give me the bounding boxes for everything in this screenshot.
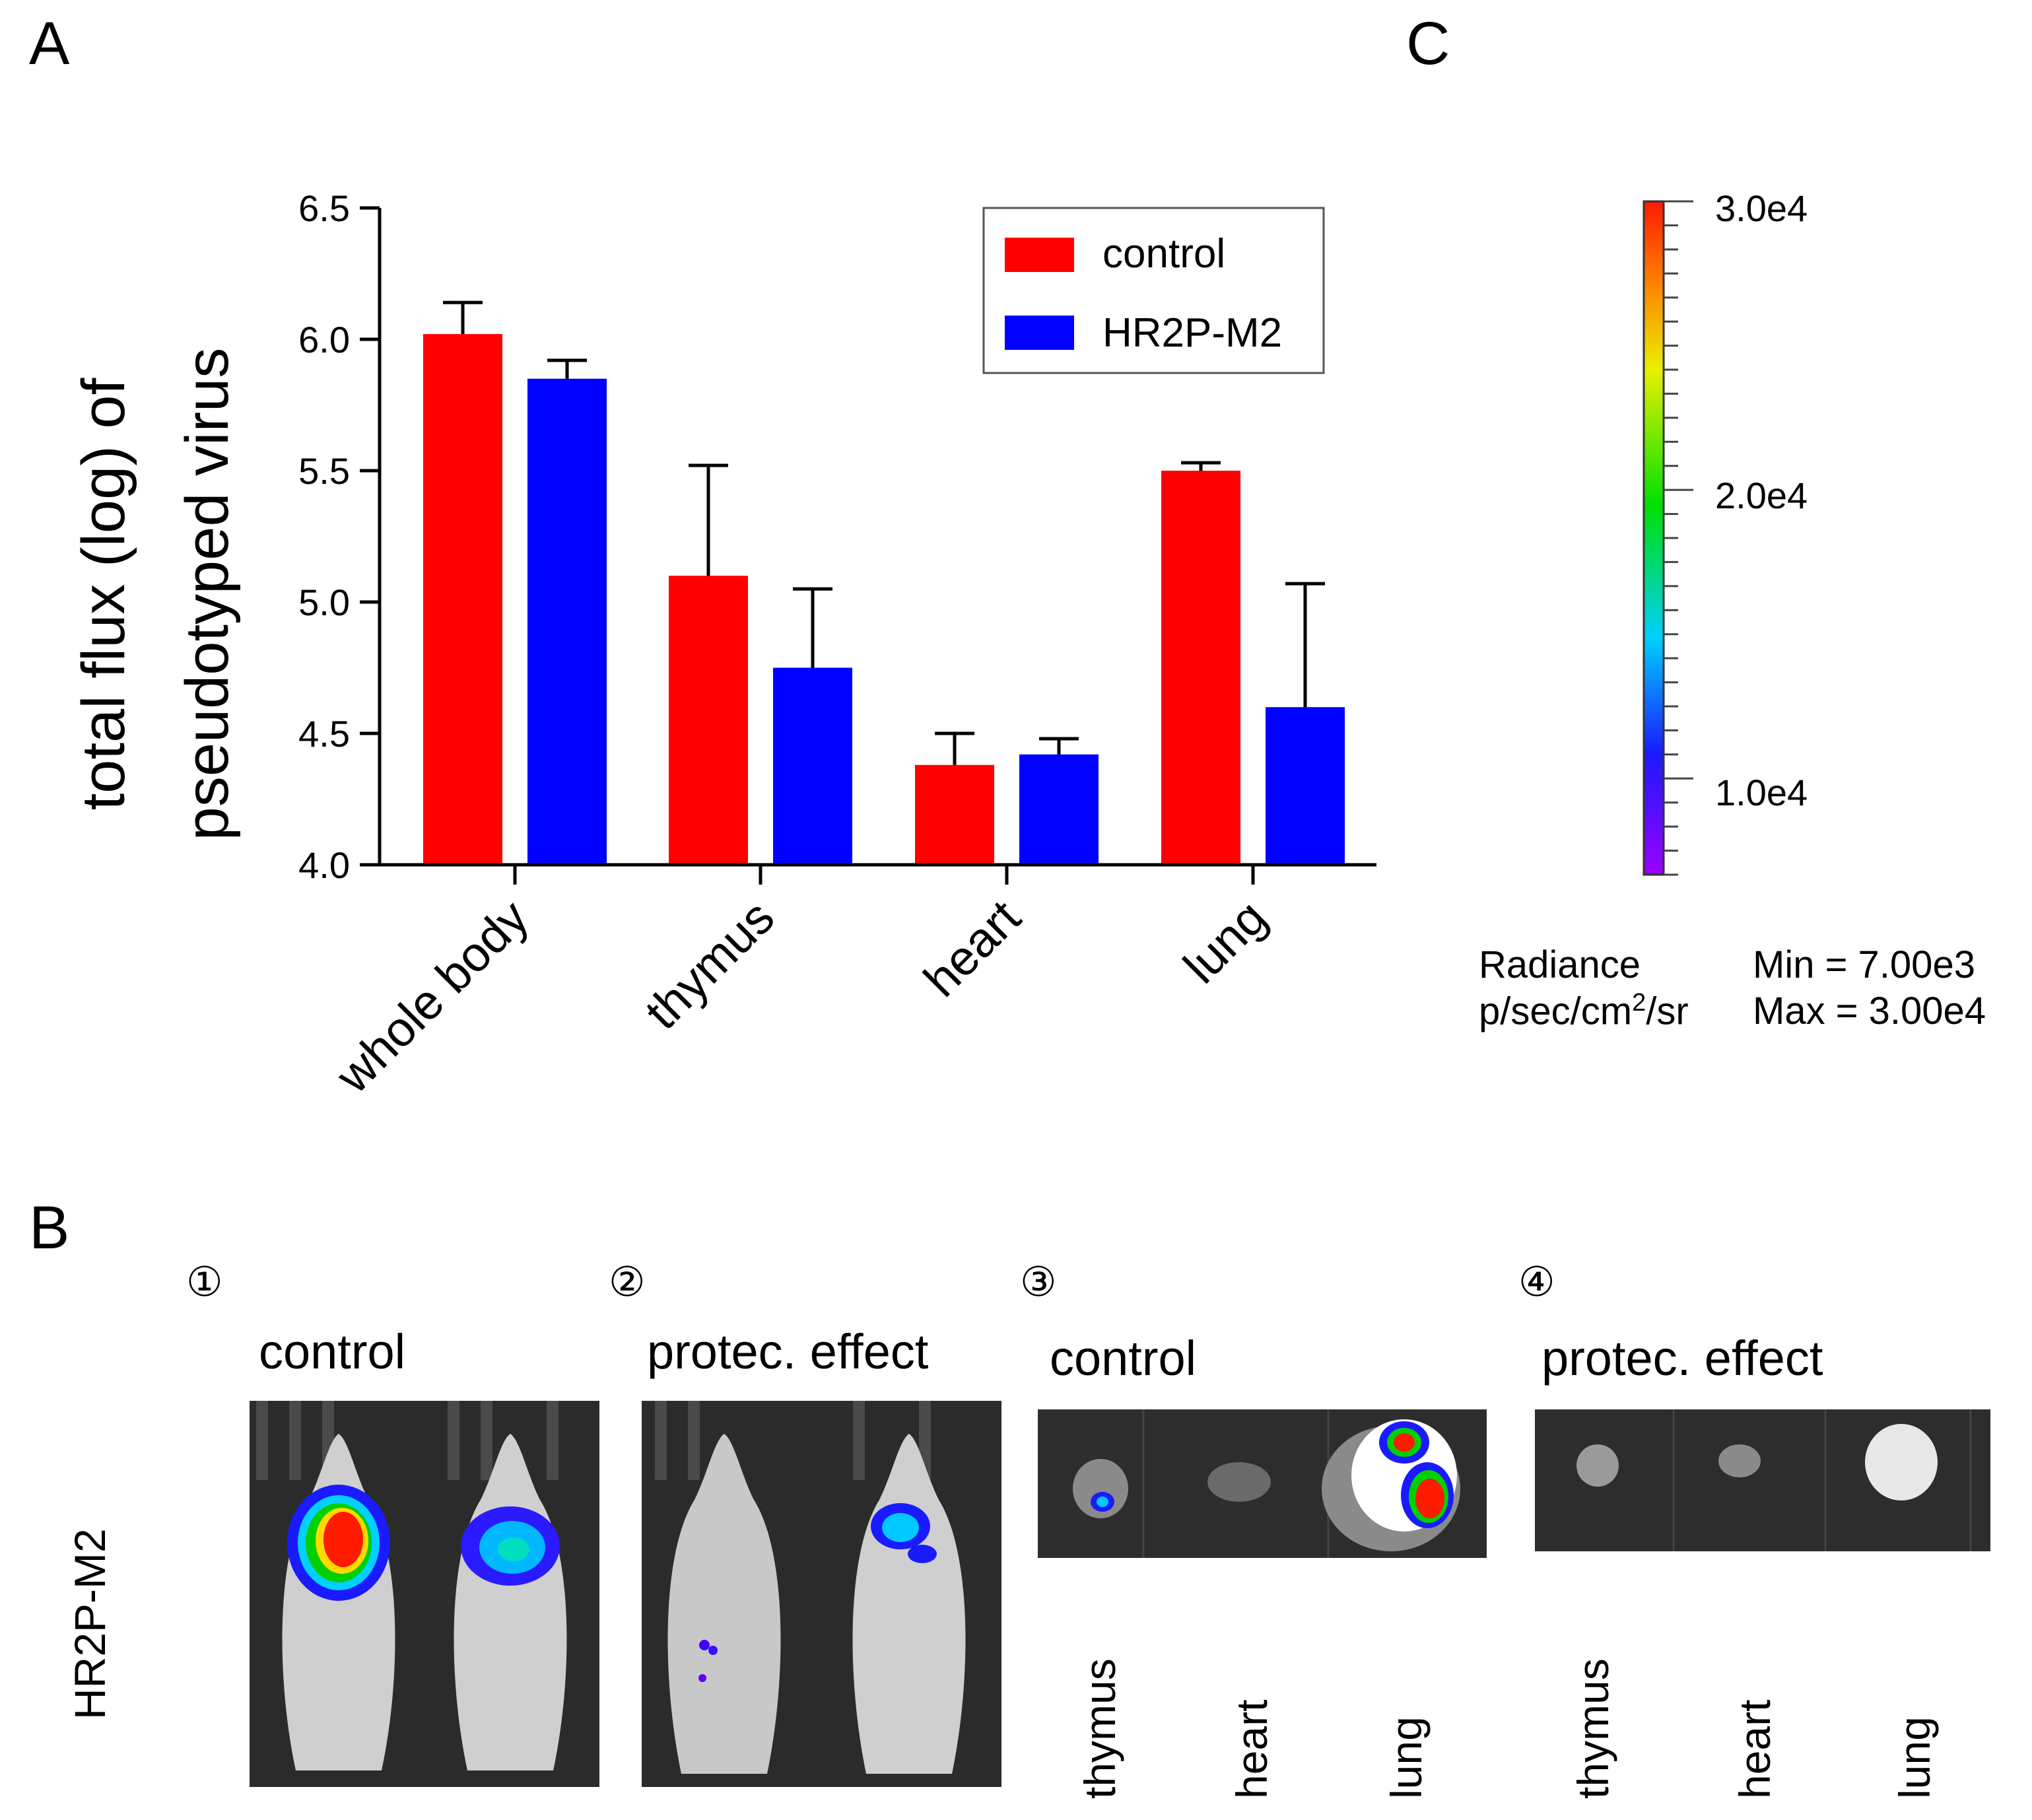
y-axis-title-line2: pseudotyped virus: [174, 348, 241, 841]
colorbar-tick-max: 3.0e4: [1715, 191, 1808, 229]
organ-label-4-thymus: thymus: [1569, 1658, 1617, 1799]
legend-label-hr2p-m2: HR2P-M2: [1102, 310, 1282, 356]
panel-letter-b: B: [29, 1194, 70, 1262]
radiance-min: Min = 7.00e3: [1753, 943, 1975, 986]
x-tick-label-lung: lung: [1173, 890, 1277, 994]
colorbar-tick-mid: 2.0e4: [1715, 475, 1808, 516]
item-number-2: ②: [609, 1260, 646, 1305]
radiance-label: Radiance: [1479, 943, 1641, 986]
item-title-2: protec. effect: [647, 1324, 929, 1379]
photo-mice-control: [250, 1401, 599, 1787]
bar-control-thymus: [669, 576, 748, 865]
item-title-4: protec. effect: [1541, 1331, 1823, 1386]
organ-label-3-heart: heart: [1227, 1699, 1276, 1799]
bar-control-lung: [1161, 471, 1240, 865]
legend-swatch-control: [1005, 238, 1074, 272]
x-tick-label-whole-body: whole body: [325, 890, 539, 1104]
radiance-unit: p/sec/cm2/sr: [1479, 989, 1689, 1033]
bar-chart: total flux (log) of pseudotyped virus 4.…: [70, 187, 1376, 1104]
organs-control-image: [1038, 1409, 1487, 1558]
bar-control-whole-body: [423, 334, 502, 865]
legend-swatch-hr2p-m2: [1005, 316, 1074, 350]
organ-label-4-lung: lung: [1890, 1716, 1939, 1799]
legend: control HR2P-M2: [982, 207, 1325, 374]
colorbar: 3.0e4 2.0e4 1.0e4: [1643, 191, 1808, 876]
item-number-3: ③: [1020, 1260, 1057, 1305]
mice-protective-image: [642, 1401, 1001, 1787]
y-tick-label-6.0: 6.0: [298, 319, 350, 360]
radiance-max: Max = 3.00e4: [1753, 990, 1986, 1032]
y-tick-label-5.0: 5.0: [298, 582, 350, 623]
y-tick-label-5.5: 5.5: [298, 450, 350, 492]
photo-mice-protective: [642, 1401, 1001, 1787]
y-tick-label-6.5: 6.5: [298, 187, 350, 229]
organ-label-4-heart: heart: [1730, 1699, 1779, 1799]
x-tick-label-thymus: thymus: [634, 890, 784, 1040]
bar-hr2p-m2-thymus: [773, 667, 852, 865]
y-tick-label-4.5: 4.5: [298, 713, 350, 755]
legend-label-control: control: [1102, 231, 1225, 277]
bar-hr2p-m2-heart: [1019, 754, 1099, 865]
photo-organs-control: [1038, 1409, 1487, 1558]
organ-label-3-lung: lung: [1382, 1716, 1431, 1799]
colorbar-gradient: [1643, 200, 1665, 876]
y-axis-title-line1: total flux (log) of: [70, 378, 137, 810]
x-tick-label-heart: heart: [913, 889, 1031, 1007]
item-number-4: ④: [1518, 1260, 1555, 1305]
panel-letter-a: A: [29, 10, 70, 77]
y-axis-title: total flux (log) of pseudotyped virus: [70, 348, 241, 841]
bar-control-heart: [915, 764, 994, 865]
colorbar-tick-low: 1.0e4: [1715, 772, 1808, 813]
item-title-3: control: [1050, 1331, 1197, 1386]
item-title-1: control: [259, 1324, 406, 1379]
item-number-1: ①: [186, 1260, 223, 1305]
organs-protective-image: [1535, 1409, 1990, 1551]
panel-letter-c: C: [1406, 10, 1450, 77]
bar-hr2p-m2-lung: [1266, 707, 1345, 865]
row-label-hr2p-m2: HR2P-M2: [65, 1528, 114, 1720]
organ-label-3-thymus: thymus: [1075, 1658, 1124, 1799]
y-tick-label-4.0: 4.0: [298, 844, 350, 886]
bar-hr2p-m2-whole-body: [527, 378, 607, 865]
mice-control-image: [250, 1401, 599, 1787]
photo-organs-protective: [1535, 1409, 1990, 1551]
